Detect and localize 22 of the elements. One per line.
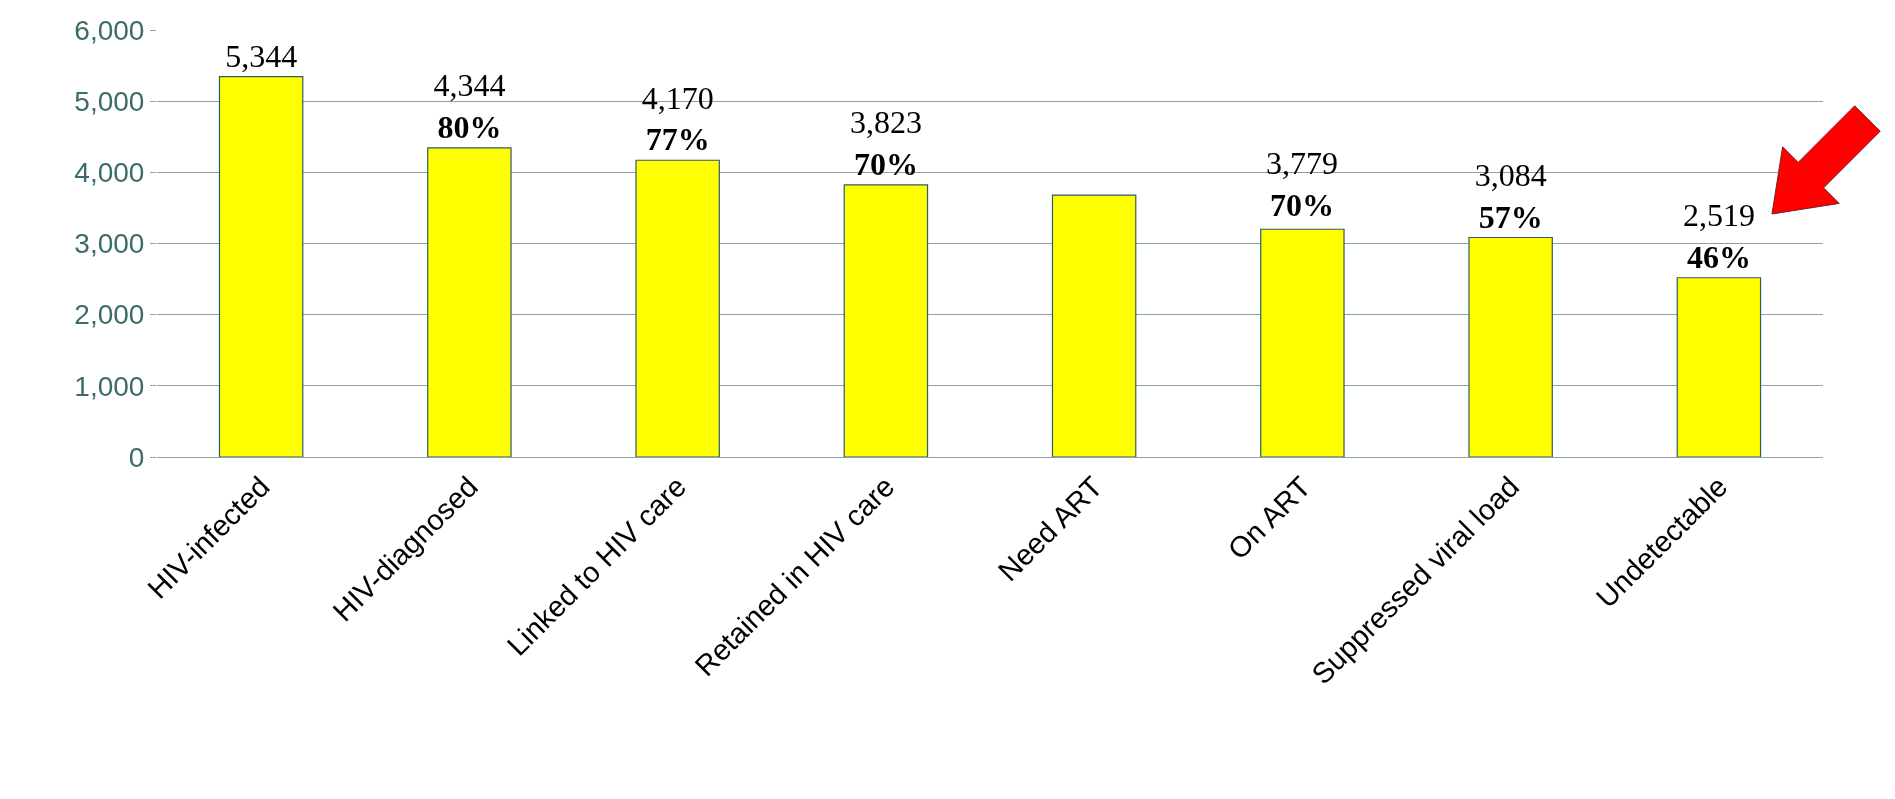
data-label: 3,823 70% xyxy=(849,104,922,182)
data-label: 3,084 57% xyxy=(1474,156,1547,235)
bar xyxy=(1051,194,1137,457)
annotation: 3,779 70% xyxy=(1266,145,1338,223)
y-tick-label: 6,000 xyxy=(74,14,145,46)
bar xyxy=(1468,236,1553,457)
data-label: 2,519 46% xyxy=(1682,197,1755,275)
y-tick-label: 2,000 xyxy=(74,299,145,331)
bar xyxy=(1260,228,1345,457)
data-label: 4,170 77% xyxy=(641,79,714,158)
bar xyxy=(427,147,512,457)
bar xyxy=(218,76,304,457)
bar xyxy=(843,184,929,457)
data-label: 5,344 xyxy=(225,37,298,74)
y-tick-label: 5,000 xyxy=(74,85,145,117)
bar xyxy=(1676,277,1762,457)
data-label: 4,344 80% xyxy=(433,67,506,145)
y-tick-label: 0 xyxy=(128,441,145,473)
y-tick-label: 3,000 xyxy=(74,228,145,260)
y-tick-label: 4,000 xyxy=(74,157,145,189)
bar xyxy=(635,159,720,457)
y-tick-label: 1,000 xyxy=(74,370,145,402)
